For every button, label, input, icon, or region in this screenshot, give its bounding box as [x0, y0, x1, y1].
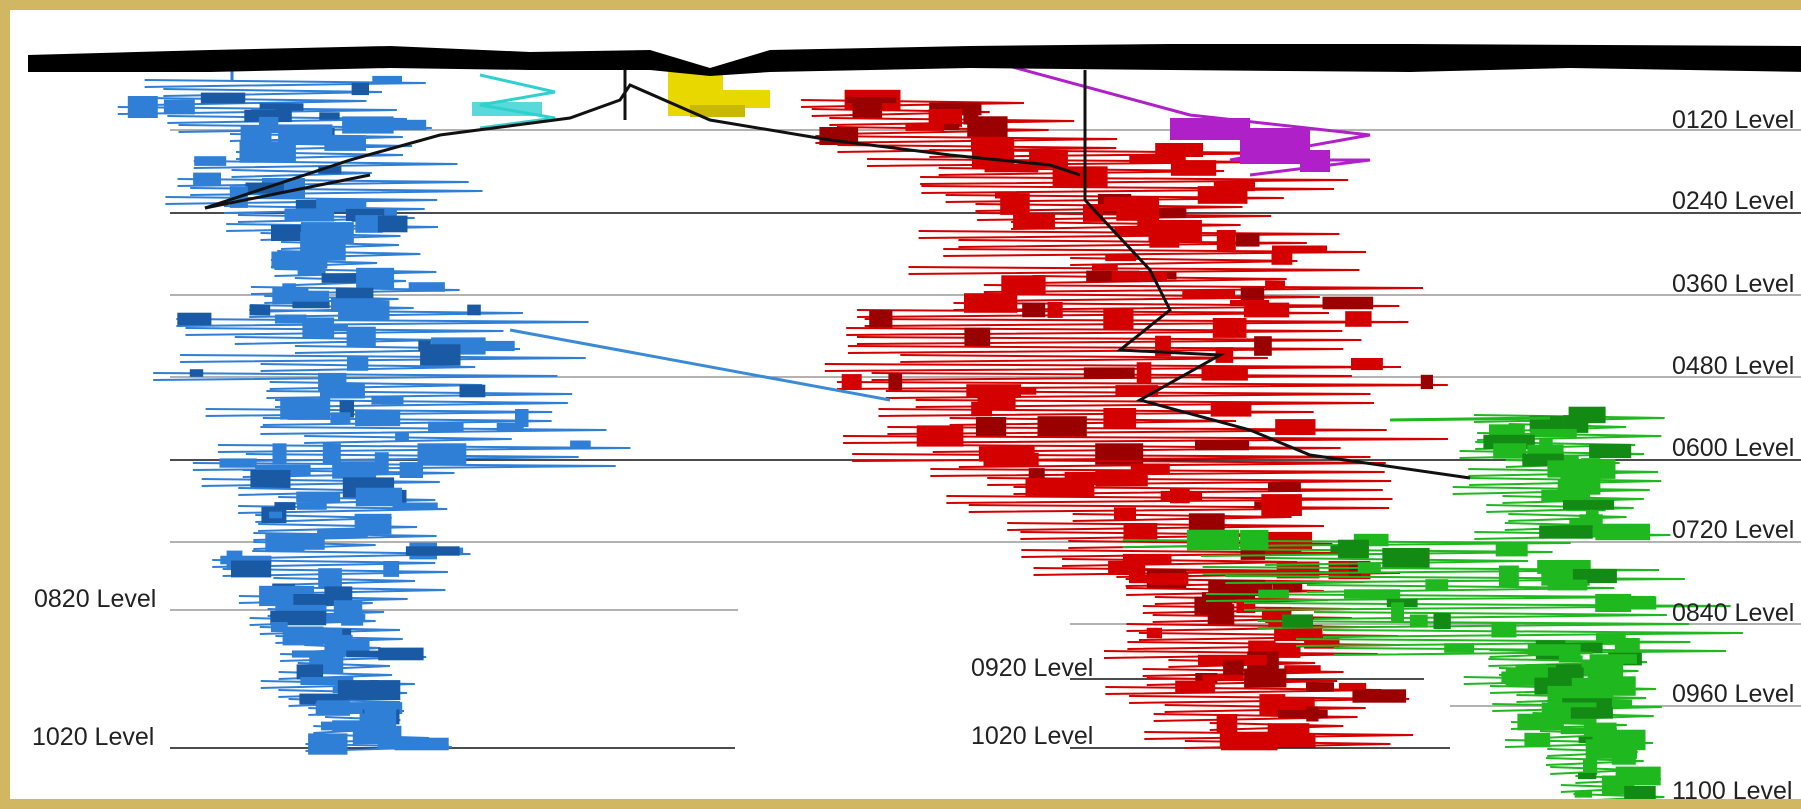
green-ore-zone: [1122, 406, 1743, 799]
decline-main: [204, 83, 1081, 210]
level-label-0840: 0840 Level: [1672, 599, 1794, 627]
level-label-1020-left: 1020 Level: [32, 723, 154, 751]
magenta-ore-zone: [1004, 63, 1371, 177]
level-label-0480: 0480 Level: [1672, 352, 1794, 380]
level-labels: 0120 Level 0240 Level 0360 Level 0480 Le…: [32, 106, 1794, 805]
level-label-0600: 0600 Level: [1672, 434, 1794, 462]
level-label-0360: 0360 Level: [1672, 270, 1794, 298]
level-label-1020-middle: 1020 Level: [971, 722, 1093, 750]
level-label-0960: 0960 Level: [1672, 680, 1794, 708]
decline-west: [204, 173, 371, 210]
blue-ore-zone: [117, 75, 631, 755]
level-label-0240: 0240 Level: [1672, 187, 1794, 215]
decline-red-spiral: [1083, 70, 1471, 480]
red-ore-zone: [801, 89, 1449, 751]
level-label-0820-left: 0820 Level: [34, 585, 156, 613]
level-label-0120: 0120 Level: [1672, 106, 1794, 134]
level-label-1100: 1100 Level: [1672, 777, 1792, 805]
cyan-ore-zone: [472, 73, 556, 130]
yellow-ore-zone: [668, 72, 770, 117]
surface-topography: [28, 44, 1801, 76]
access-drives: [204, 65, 1471, 480]
blue-link-drive: [509, 328, 891, 402]
level-label-0720: 0720 Level: [1672, 516, 1794, 544]
level-label-0920-middle: 0920 Level: [971, 654, 1093, 682]
green-link-drive: [1389, 416, 1551, 422]
mine-long-section: 0120 Level 0240 Level 0360 Level 0480 Le…: [28, 44, 1801, 805]
